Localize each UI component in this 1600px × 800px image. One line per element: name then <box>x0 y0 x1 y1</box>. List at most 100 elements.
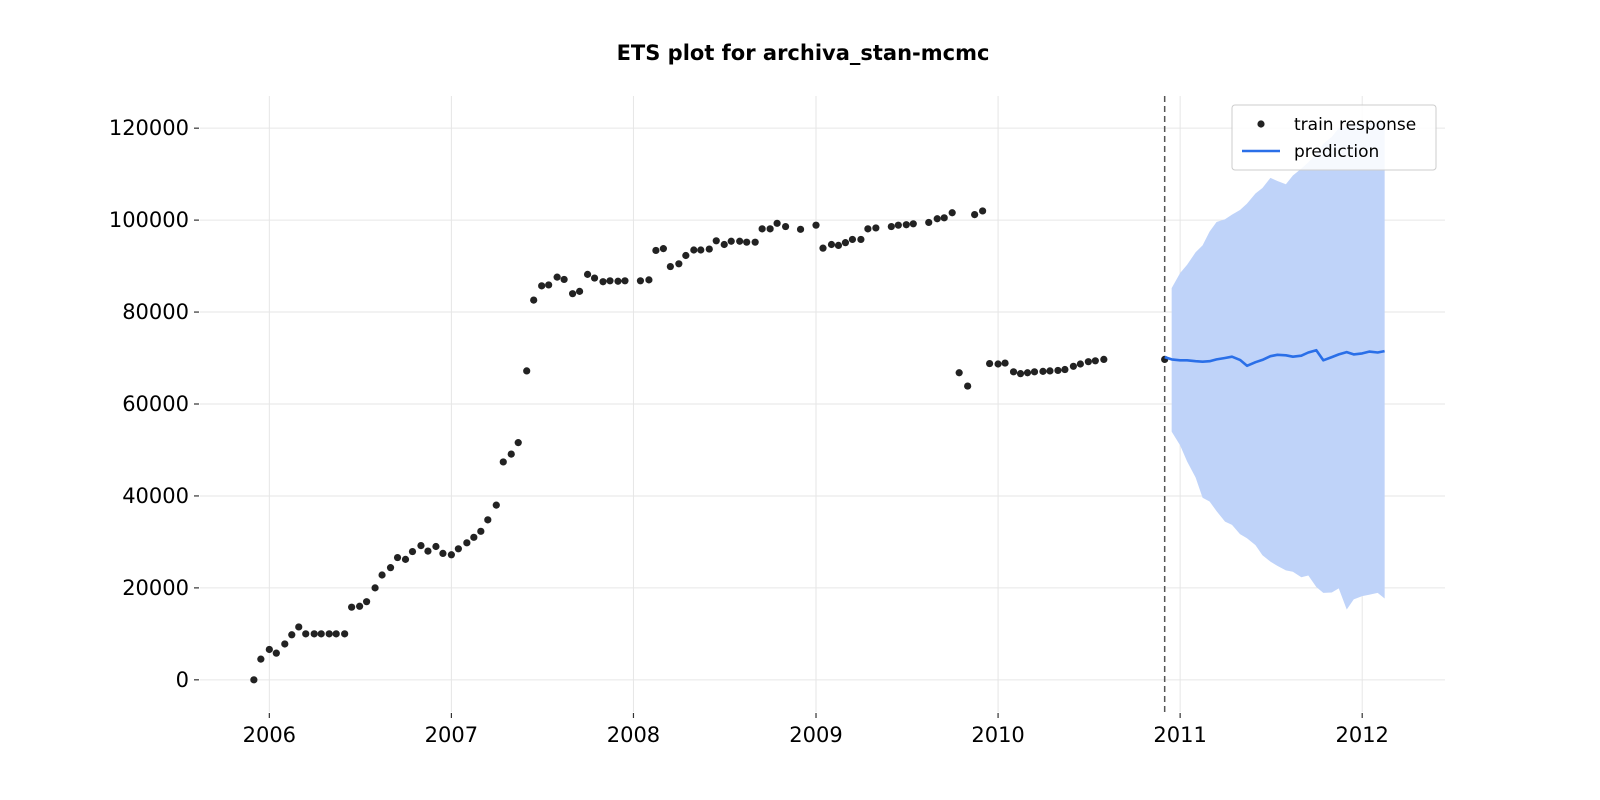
train-point <box>1030 368 1039 376</box>
prediction-line <box>1164 348 1385 368</box>
train-point <box>583 270 592 278</box>
train-point <box>317 630 325 638</box>
train-response-points <box>250 207 1169 684</box>
train-point <box>553 273 561 281</box>
train-point <box>887 222 895 231</box>
train-point <box>666 262 674 271</box>
train-point <box>545 281 553 289</box>
train-point <box>925 218 933 227</box>
train-point <box>362 598 371 606</box>
train-point <box>569 290 577 298</box>
train-point <box>432 542 440 551</box>
y-tick-label: 120000 <box>109 116 189 140</box>
train-point <box>697 246 705 254</box>
train-point <box>781 222 790 231</box>
train-point <box>614 277 622 285</box>
train-point <box>393 553 402 562</box>
train-point <box>1061 365 1069 374</box>
train-point <box>302 630 310 638</box>
legend: train response prediction <box>1231 104 1437 171</box>
train-point <box>348 603 356 611</box>
train-point <box>386 564 395 572</box>
train-point <box>265 645 273 654</box>
train-point <box>812 221 820 229</box>
train-point <box>281 640 289 648</box>
train-point <box>933 215 941 223</box>
train-point <box>652 246 660 255</box>
train-point <box>705 245 713 253</box>
x-tick-label: 2012 <box>1335 723 1388 747</box>
train-point <box>659 245 667 253</box>
train-point <box>994 360 1002 368</box>
train-point <box>378 571 386 579</box>
train-point <box>371 584 379 592</box>
train-point <box>499 458 507 466</box>
train-point <box>530 296 538 304</box>
train-point <box>864 225 872 233</box>
train-point <box>1039 367 1047 375</box>
x-tick-label: 2009 <box>789 723 842 747</box>
train-point <box>902 221 910 229</box>
prediction-series-line <box>1164 348 1385 368</box>
train-point <box>736 237 744 245</box>
train-point <box>310 630 318 638</box>
train-point <box>645 276 653 284</box>
train-point <box>727 237 735 245</box>
train-point <box>463 539 471 547</box>
x-tick-label: 2008 <box>607 723 660 747</box>
train-point <box>948 209 956 217</box>
train-point <box>606 277 614 285</box>
train-point <box>575 287 584 295</box>
train-point <box>751 238 759 246</box>
train-point <box>523 367 531 375</box>
train-point <box>682 251 690 260</box>
train-point <box>492 501 500 509</box>
x-tick-label: 2007 <box>425 723 478 747</box>
train-point <box>325 630 333 638</box>
train-point <box>1100 355 1108 364</box>
train-point <box>424 547 432 555</box>
y-tick-label: 100000 <box>109 208 189 232</box>
train-point <box>470 533 478 541</box>
train-point <box>841 239 850 247</box>
train-point <box>720 240 728 249</box>
train-point <box>356 602 364 610</box>
train-point <box>1046 367 1054 375</box>
train-point <box>636 277 645 285</box>
train-point <box>257 655 265 663</box>
train-point <box>1023 369 1032 377</box>
train-point <box>538 282 546 290</box>
train-point <box>507 450 515 458</box>
train-point <box>909 220 917 228</box>
train-point <box>964 382 972 390</box>
x-tick-label: 2006 <box>243 723 296 747</box>
train-point <box>834 241 843 250</box>
legend-prediction-label: prediction <box>1294 142 1379 162</box>
train-point <box>1076 360 1084 368</box>
train-point <box>295 623 303 631</box>
train-point <box>250 676 258 684</box>
y-tick-label: 80000 <box>122 300 189 324</box>
train-point <box>675 260 683 268</box>
legend-box <box>1231 104 1437 171</box>
train-point <box>1084 358 1092 366</box>
train-point <box>690 246 698 254</box>
train-point <box>447 551 455 559</box>
train-point <box>985 359 994 368</box>
train-point <box>940 214 948 222</box>
train-point <box>484 516 492 524</box>
x-tick-label: 2011 <box>1153 723 1206 747</box>
train-point <box>401 555 410 563</box>
train-point <box>796 225 805 233</box>
train-point <box>1001 359 1009 367</box>
x-tick-label: 2010 <box>971 723 1024 747</box>
legend-train-label: train response <box>1294 115 1416 135</box>
train-point <box>439 549 447 558</box>
train-point <box>341 630 349 638</box>
train-point <box>477 527 485 535</box>
train-point <box>955 369 963 377</box>
train-point <box>1069 362 1077 370</box>
train-point <box>514 439 522 447</box>
train-point <box>819 244 827 252</box>
